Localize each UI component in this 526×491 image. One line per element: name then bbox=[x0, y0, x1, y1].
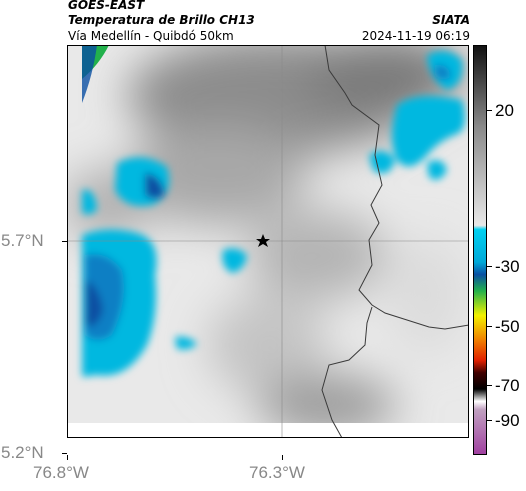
colorbar-label: -30 bbox=[495, 257, 520, 276]
colorbar-tick bbox=[487, 420, 492, 421]
colorbar-tick bbox=[487, 385, 492, 386]
lon-tick bbox=[67, 455, 68, 460]
lat-label: 5.7°N bbox=[1, 231, 44, 250]
lon-tick bbox=[282, 455, 283, 460]
lon-label: 76.3°W bbox=[249, 463, 305, 482]
satellite-title: GOES-EAST bbox=[68, 0, 145, 12]
satellite-map[interactable] bbox=[67, 45, 469, 438]
department-boundary-south bbox=[321, 306, 373, 438]
blue-cloud-patch bbox=[82, 45, 97, 103]
product-title: Temperatura de Brillo CH13 bbox=[68, 13, 255, 27]
colorbar-label: -50 bbox=[495, 317, 520, 336]
lon-label: 76.8°W bbox=[33, 463, 89, 482]
colorbar bbox=[473, 45, 487, 455]
colorbar-label: -90 bbox=[495, 411, 520, 430]
colorbar-tick bbox=[487, 326, 492, 327]
cloud-field bbox=[67, 45, 467, 435]
colorbar-label: 20 bbox=[495, 101, 514, 120]
location-star-marker[interactable] bbox=[256, 234, 270, 247]
org-label: SIATA bbox=[432, 13, 470, 27]
datetime-label: 2024-11-19 06:19 bbox=[361, 29, 470, 43]
colorbar-label: -70 bbox=[495, 376, 520, 395]
department-boundary bbox=[324, 45, 469, 330]
lat-tick bbox=[62, 241, 67, 242]
colorbar-gradient bbox=[473, 45, 487, 455]
region-subtitle: Vía Medellín - Quibdó 50km bbox=[68, 29, 234, 43]
colorbar-tick bbox=[487, 266, 492, 267]
colorbar-tick bbox=[487, 110, 492, 111]
lat-tick bbox=[62, 453, 67, 454]
map-canvas bbox=[67, 45, 469, 438]
lat-label: 5.2°N bbox=[1, 443, 44, 462]
cold-clouds bbox=[82, 51, 465, 377]
map-bottom-gap bbox=[67, 423, 469, 438]
